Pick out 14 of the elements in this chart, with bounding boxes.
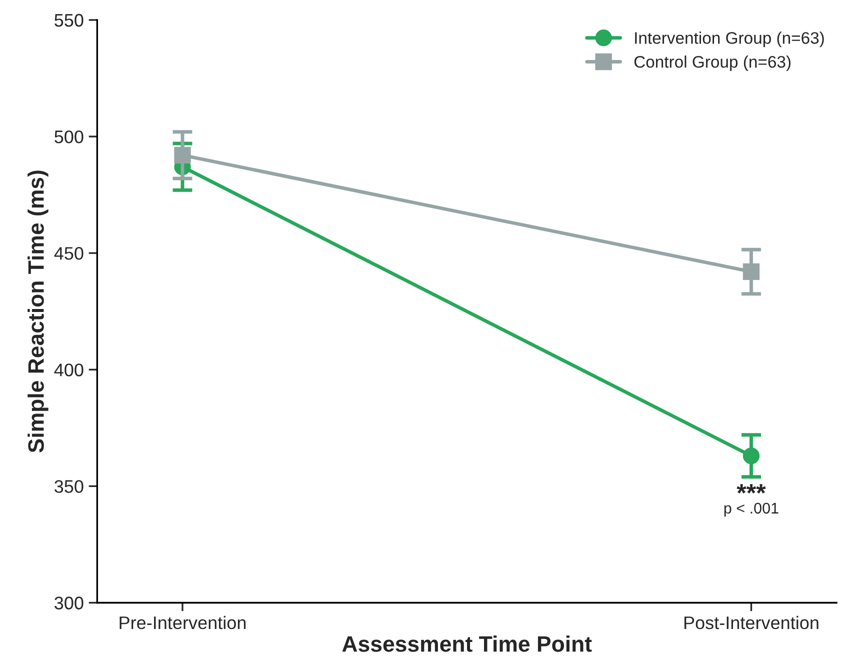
- y-tick-label: 550: [54, 14, 84, 27]
- legend-label: Control Group (n=63): [634, 56, 790, 72]
- y-tick-label: 400: [54, 364, 84, 376]
- y-axis-title: Simple Reaction Time (ms): [28, 170, 48, 453]
- x-axis-title: Assessment Time Point: [342, 636, 592, 652]
- legend-label: Intervention Group (n=63): [635, 32, 824, 48]
- x-tick-label: Post-Intervention: [684, 616, 818, 630]
- x-tick-label: Pre-Intervention: [120, 616, 246, 630]
- y-tick-label: 300: [54, 596, 84, 610]
- y-tick-label: 500: [54, 130, 84, 144]
- annotation: p < .001: [724, 502, 778, 517]
- y-tick-label: 450: [54, 247, 84, 260]
- annotation: ***: [736, 484, 766, 494]
- y-tick-label: 350: [54, 480, 84, 493]
